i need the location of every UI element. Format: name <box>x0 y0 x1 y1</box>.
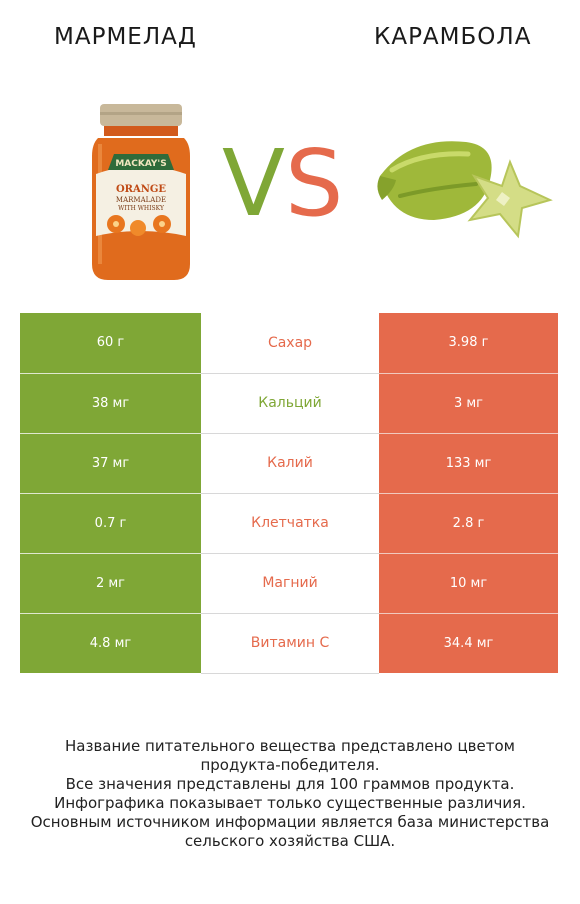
nutrient-name-cell: Витамин C <box>201 613 379 674</box>
versus-s: S <box>284 130 344 237</box>
left-value-cell: 38 мг <box>20 373 201 434</box>
jar-brand-banner <box>108 154 174 170</box>
footnote-line: Название питательного вещества представл… <box>65 737 515 755</box>
marmalade-jar-image: MACKAY'S ORANGE MARMALADE WITH WHISKY <box>92 104 190 280</box>
footnote-line: Инфографика показывает только существенн… <box>54 794 526 812</box>
carambola-image <box>377 141 553 239</box>
left-value-cell: 2 мг <box>20 553 201 614</box>
nutrient-name-cell: Магний <box>201 553 379 614</box>
jar-label-line2: MARMALADE <box>116 196 166 204</box>
table-row: 37 мг Калий 133 мг <box>20 433 558 494</box>
jar-label-line3: WITH WHISKY <box>118 205 165 212</box>
nutrient-name-cell: Клетчатка <box>201 493 379 554</box>
table-row: 4.8 мг Витамин C 34.4 мг <box>20 613 558 674</box>
right-value-cell: 34.4 мг <box>379 613 558 673</box>
table-row: 38 мг Кальций 3 мг <box>20 373 558 434</box>
footnote-line: сельского хозяйства США. <box>184 832 396 850</box>
right-value-cell: 2.8 г <box>379 493 558 554</box>
nutrient-comparison-table: 60 г Сахар 3.98 г 38 мг Кальций 3 мг 37 мг Кали… <box>20 313 558 674</box>
versus-v: V <box>222 130 285 237</box>
left-product-title: МАРМЕЛАД <box>54 24 197 50</box>
footnote-line: продукта-победителя. <box>200 756 380 774</box>
right-product-title: КАРАМБОЛА <box>374 24 532 50</box>
left-value-cell: 37 мг <box>20 433 201 494</box>
right-value-cell: 10 мг <box>379 553 558 614</box>
footnote-line: Все значения представлены для 100 граммо… <box>65 775 515 793</box>
table-row: 0.7 г Клетчатка 2.8 г <box>20 493 558 554</box>
right-value-cell: 133 мг <box>379 433 558 494</box>
nutrient-name-cell: Сахар <box>201 313 379 374</box>
nutrient-name-cell: Калий <box>201 433 379 494</box>
left-value-cell: 4.8 мг <box>20 613 201 673</box>
table-row: 60 г Сахар 3.98 г <box>20 313 558 374</box>
jar-brand-text: MACKAY'S <box>115 159 166 169</box>
versus-label: VS <box>222 138 343 230</box>
jar-label-line1: ORANGE <box>116 184 166 195</box>
left-value-cell: 60 г <box>20 313 201 374</box>
right-value-cell: 3 мг <box>379 373 558 434</box>
left-value-cell: 0.7 г <box>20 493 201 554</box>
right-value-cell: 3.98 г <box>379 313 558 374</box>
footnote-line: Основным источником информации является … <box>30 813 550 831</box>
footnote: Название питательного вещества представл… <box>20 737 560 851</box>
carambola-slice <box>467 159 553 239</box>
nutrient-name-cell: Кальций <box>201 373 379 434</box>
table-row: 2 мг Магний 10 мг <box>20 553 558 614</box>
